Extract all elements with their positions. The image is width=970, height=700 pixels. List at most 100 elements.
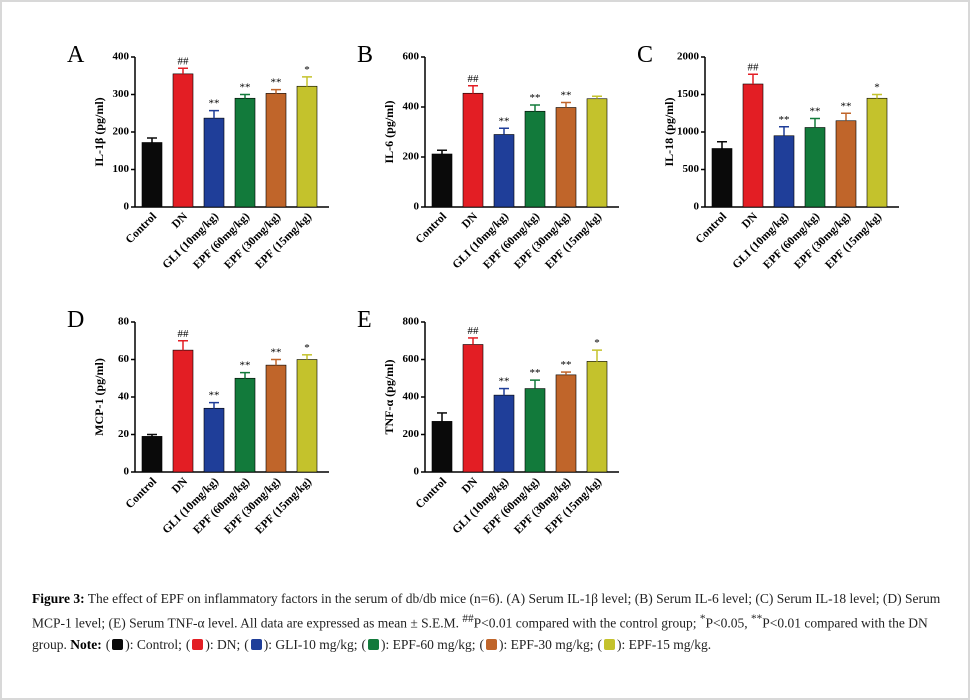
y-tick-label: 0	[694, 201, 700, 213]
x-tick-label: DN	[740, 210, 761, 231]
significance-label: **	[209, 98, 220, 110]
bar	[431, 153, 453, 208]
x-tick-label: DN	[170, 475, 191, 496]
y-tick-label: 0	[414, 201, 420, 213]
y-tick-label: 2000	[677, 51, 700, 63]
note-label: Note:	[70, 636, 102, 652]
significance-label: *	[874, 82, 880, 94]
y-tick-label: 400	[403, 101, 420, 113]
significance-label: ##	[178, 55, 190, 67]
bar	[203, 407, 225, 473]
bar	[234, 97, 256, 208]
y-tick-label: 200	[403, 428, 420, 440]
x-tick-label: Control	[414, 211, 449, 246]
x-tick-label: DN	[460, 475, 481, 496]
bar	[586, 361, 608, 473]
y-axis-label: IL-1β (pg/ml)	[92, 97, 106, 166]
y-tick-label: 600	[403, 51, 420, 63]
x-tick-label: DN	[460, 210, 481, 231]
bar	[524, 388, 546, 473]
x-tick-label: EPF (15mg/kg)	[543, 476, 604, 537]
legend-text: ): Control;	[125, 636, 182, 652]
legend-open: (	[597, 636, 603, 652]
panel-letter: A	[67, 42, 85, 68]
legend-text: ): EPF-15 mg/kg.	[617, 636, 712, 652]
bar	[493, 394, 515, 473]
significance-label: **	[240, 360, 251, 372]
panel-letter: D	[67, 307, 84, 333]
significance-label: *	[304, 64, 310, 76]
significance-label: ##	[468, 325, 480, 337]
significance-label: **	[779, 114, 790, 126]
bar	[141, 436, 163, 473]
y-tick-label: 80	[118, 316, 130, 328]
y-tick-label: 60	[118, 353, 130, 365]
legend-text: ): EPF-30 mg/kg;	[499, 636, 594, 652]
y-axis-label: MCP-1 (pg/ml)	[92, 358, 106, 436]
bar	[203, 117, 225, 208]
y-axis-label: IL-18 (pg/ml)	[662, 97, 676, 166]
bar	[296, 359, 318, 473]
bar	[586, 98, 608, 208]
legend-swatch	[112, 638, 124, 650]
bar	[555, 107, 577, 208]
y-tick-label: 1500	[677, 88, 700, 100]
caption-text: P<0.05,	[705, 615, 751, 631]
bar	[524, 110, 546, 208]
significance-label: **	[561, 90, 572, 102]
panel-letter: C	[637, 42, 653, 68]
y-tick-label: 20	[118, 428, 130, 440]
y-axis-label: IL-6 (pg/ml)	[382, 100, 396, 163]
bar	[265, 364, 287, 473]
panel-letter: B	[357, 42, 373, 68]
x-tick-label: EPF (15mg/kg)	[253, 476, 314, 537]
bar	[462, 344, 484, 473]
chart-panel: BIL-6 (pg/ml)0200400600Control##DN**GLI …	[357, 42, 619, 271]
panel-letter: E	[357, 307, 372, 333]
significance-label: **	[271, 347, 282, 359]
legend-swatch	[192, 638, 204, 650]
caption-text: **	[750, 613, 763, 625]
x-tick-label: Control	[124, 476, 159, 511]
legend-open: (	[479, 636, 485, 652]
significance-label: ##	[748, 61, 760, 73]
y-tick-label: 40	[118, 391, 130, 403]
y-tick-label: 300	[113, 88, 130, 100]
y-tick-label: 200	[113, 126, 130, 138]
caption: Figure 3: The effect of EPF on inflammat…	[32, 588, 942, 655]
y-tick-label: 0	[414, 466, 420, 478]
bar	[234, 377, 256, 473]
legend-swatch	[604, 638, 616, 650]
legend-swatch	[367, 638, 379, 650]
legend-open: (	[244, 636, 249, 652]
legend-text: ): EPF-60 mg/kg;	[380, 636, 476, 652]
y-tick-label: 1000	[677, 126, 700, 138]
bar	[431, 421, 453, 473]
bar	[141, 142, 163, 208]
legend-text: ): DN;	[205, 636, 241, 652]
y-tick-label: 200	[403, 151, 420, 163]
legend-text: ): GLI-10 mg/kg;	[263, 636, 358, 652]
significance-label: ##	[178, 328, 190, 340]
significance-label: **	[841, 100, 852, 112]
chart-panel: AIL-1β (pg/ml)0100200300400Control##DN**…	[67, 42, 329, 272]
y-tick-label: 400	[113, 51, 130, 63]
bar	[866, 97, 888, 208]
bar	[172, 73, 194, 208]
significance-label: ##	[468, 73, 480, 85]
y-tick-label: 0	[124, 466, 130, 478]
significance-label: **	[810, 106, 821, 118]
legend-open: (	[185, 636, 191, 652]
significance-label: **	[499, 115, 510, 127]
x-tick-label: Control	[694, 211, 729, 246]
significance-label: **	[271, 77, 282, 89]
legend-open: (	[361, 636, 366, 652]
x-tick-label: EPF (15mg/kg)	[253, 211, 314, 272]
caption-text: P<0.01 compared with the DN group.	[32, 615, 928, 652]
caption-text: The effect of EPF on inflammatory factor…	[32, 591, 941, 631]
bar	[462, 92, 484, 208]
significance-label: *	[304, 342, 310, 354]
legend-swatch	[486, 638, 497, 650]
